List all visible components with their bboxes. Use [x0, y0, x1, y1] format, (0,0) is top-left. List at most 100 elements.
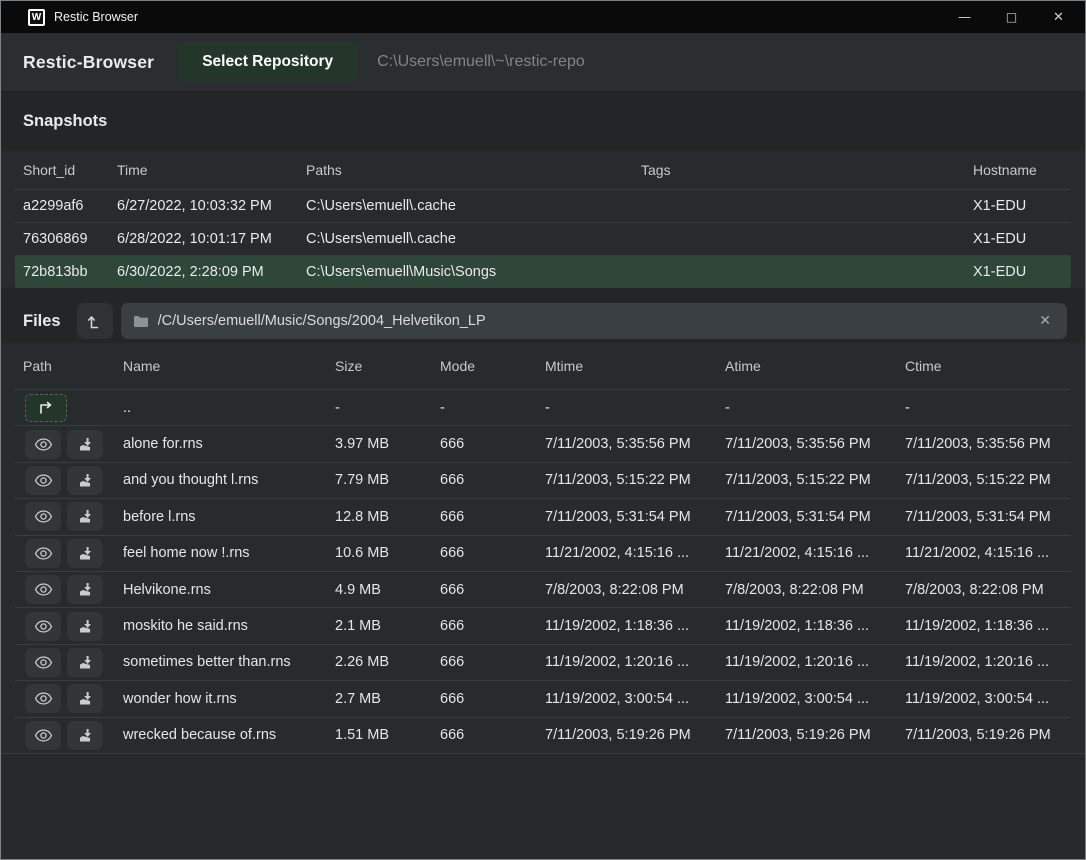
file-size: 12.8 MB	[335, 508, 389, 525]
app-header: Restic-Browser Select Repository C:\User…	[1, 33, 1085, 91]
snapshots-table-header: Short_id Time Paths Tags Hostname	[15, 151, 1071, 189]
eye-icon	[34, 437, 53, 451]
file-row[interactable]: wonder how it.rns 2.7 MB 666 11/19/2002,…	[15, 680, 1071, 716]
file-row[interactable]: moskito he said.rns 2.1 MB 666 11/19/200…	[15, 607, 1071, 643]
file-atime: -	[725, 399, 730, 416]
download-file-button[interactable]	[67, 538, 103, 568]
wails-logo-icon: W	[28, 8, 45, 26]
preview-file-button[interactable]	[25, 465, 61, 495]
eye-icon	[34, 729, 53, 742]
snapshot-time: 6/30/2022, 2:28:09 PM	[117, 264, 264, 280]
file-size: 7.79 MB	[335, 472, 389, 489]
clear-path-button[interactable]: ✕	[1035, 311, 1055, 331]
file-ctime: 11/19/2002, 1:18:36 ...	[905, 618, 1050, 635]
minimize-button[interactable]: —	[941, 1, 988, 33]
file-path-value: /C/Users/emuell/Music/Songs/2004_Helveti…	[157, 313, 486, 329]
preview-file-button[interactable]	[25, 720, 61, 750]
download-file-button[interactable]	[67, 684, 103, 714]
file-mtime: 7/8/2003, 8:22:08 PM	[545, 581, 684, 598]
file-atime: 7/11/2003, 5:15:22 PM	[725, 472, 871, 489]
eye-icon	[34, 510, 53, 524]
preview-file-button[interactable]	[25, 684, 61, 714]
file-row[interactable]: before l.rns 12.8 MB 666 7/11/2003, 5:31…	[15, 498, 1071, 534]
file-ctime: 11/21/2002, 4:15:16 ...	[905, 545, 1050, 562]
file-row[interactable]: wrecked because of.rns 1.51 MB 666 7/11/…	[15, 716, 1071, 753]
file-row[interactable]: feel home now !.rns 10.6 MB 666 11/21/20…	[15, 534, 1071, 571]
file-mtime: 11/19/2002, 1:18:36 ...	[545, 618, 690, 635]
files-title: Files	[23, 311, 61, 330]
preview-file-button[interactable]	[25, 538, 61, 568]
file-row[interactable]: alone for.rns 3.97 MB 666 7/11/2003, 5:3…	[15, 425, 1071, 461]
download-icon	[78, 546, 93, 561]
file-name: before l.rns	[123, 508, 196, 525]
snapshot-row[interactable]: 76306869 6/28/2022, 10:01:17 PM C:\Users…	[15, 222, 1071, 255]
preview-file-button[interactable]	[25, 502, 61, 532]
file-name: and you thought l.rns	[123, 472, 259, 489]
column-mode: Mode	[440, 358, 476, 374]
select-repository-button[interactable]: Select Repository	[178, 42, 358, 82]
download-file-button[interactable]	[67, 502, 103, 532]
dump-to-folder-icon	[86, 313, 103, 330]
files-table-empty-area	[1, 752, 1085, 859]
snapshot-time: 6/27/2022, 10:03:32 PM	[117, 198, 272, 214]
file-mode: 666	[440, 545, 465, 562]
eye-icon	[34, 656, 53, 669]
file-atime: 7/11/2003, 5:19:26 PM	[725, 727, 871, 744]
column-mtime: Mtime	[545, 358, 584, 374]
window-title: Restic Browser	[54, 10, 139, 24]
file-name: alone for.rns	[123, 436, 203, 453]
download-file-button[interactable]	[67, 575, 103, 605]
section-divider	[1, 288, 1085, 299]
file-row[interactable]: sometimes better than.rns 2.26 MB 666 11…	[15, 643, 1071, 680]
app-title: Restic-Browser	[23, 51, 155, 72]
file-mtime: 7/11/2003, 5:15:22 PM	[545, 472, 691, 489]
snapshot-row-selected[interactable]: 72b813bb 6/30/2022, 2:28:09 PM C:\Users\…	[15, 255, 1071, 288]
dump-snapshot-button[interactable]	[76, 303, 113, 339]
close-button[interactable]: ✕	[1035, 1, 1082, 33]
file-mode: 666	[440, 618, 465, 635]
download-file-button[interactable]	[67, 647, 103, 677]
snapshot-hostname: X1-EDU	[973, 198, 1027, 214]
file-path-input[interactable]: /C/Users/emuell/Music/Songs/2004_Helveti…	[120, 303, 1067, 339]
file-ctime: 11/19/2002, 1:20:16 ...	[905, 654, 1050, 671]
column-atime: Atime	[725, 358, 761, 374]
file-mode: 666	[440, 581, 465, 598]
folder-icon	[133, 315, 149, 328]
preview-file-button[interactable]	[25, 575, 61, 605]
eye-icon	[34, 474, 53, 487]
download-file-button[interactable]	[67, 720, 103, 750]
column-tags: Tags	[641, 162, 671, 178]
maximize-icon: □	[1005, 10, 1018, 24]
go-up-button[interactable]	[25, 393, 67, 422]
up-right-arrow-icon	[37, 401, 55, 415]
preview-file-button[interactable]	[25, 611, 61, 641]
file-mode: 666	[440, 472, 465, 489]
file-name: Helvikone.rns	[123, 581, 211, 598]
preview-file-button[interactable]	[25, 429, 61, 459]
file-mtime: 11/19/2002, 1:20:16 ...	[545, 654, 690, 671]
column-path: Path	[23, 358, 52, 374]
file-mode: 666	[440, 727, 465, 744]
download-file-button[interactable]	[67, 429, 103, 459]
eye-icon	[34, 619, 53, 633]
file-mtime: 11/21/2002, 4:15:16 ...	[545, 545, 690, 562]
file-ctime: 7/8/2003, 8:22:08 PM	[905, 581, 1044, 598]
maximize-button[interactable]: □	[988, 1, 1035, 33]
file-size: 2.1 MB	[335, 618, 381, 635]
download-file-button[interactable]	[67, 611, 103, 641]
file-atime: 7/11/2003, 5:35:56 PM	[725, 436, 871, 453]
files-table: Path Name Size Mode Mtime Atime Ctime ..…	[1, 343, 1085, 859]
file-mtime: 7/11/2003, 5:19:26 PM	[545, 727, 691, 744]
file-atime: 7/11/2003, 5:31:54 PM	[725, 508, 871, 525]
file-atime: 11/19/2002, 1:20:16 ...	[725, 654, 870, 671]
file-mtime: 7/11/2003, 5:35:56 PM	[545, 436, 691, 453]
file-atime: 7/8/2003, 8:22:08 PM	[725, 581, 864, 598]
parent-directory-row: .. - - - - -	[15, 389, 1071, 425]
snapshot-row[interactable]: a2299af6 6/27/2022, 10:03:32 PM C:\Users…	[15, 189, 1071, 222]
snapshot-paths: C:\Users\emuell\Music\Songs	[306, 264, 497, 280]
file-row[interactable]: and you thought l.rns 7.79 MB 666 7/11/2…	[15, 461, 1071, 498]
file-row[interactable]: Helvikone.rns 4.9 MB 666 7/8/2003, 8:22:…	[15, 570, 1071, 607]
preview-file-button[interactable]	[25, 647, 61, 677]
download-file-button[interactable]	[67, 465, 103, 495]
